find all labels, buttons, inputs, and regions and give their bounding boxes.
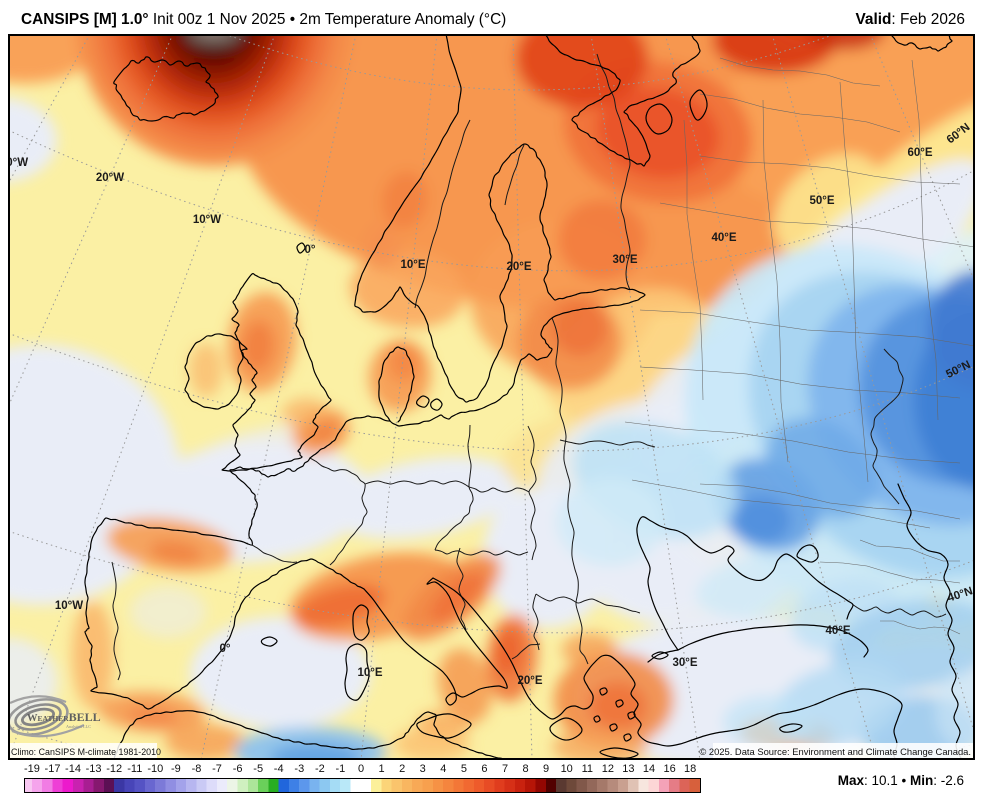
svg-text:20°W: 20°W [96, 172, 124, 184]
svg-text:WEATHERBELL: WEATHERBELL [27, 710, 101, 724]
svg-text:40°E: 40°E [711, 232, 736, 244]
svg-text:10°E: 10°E [400, 259, 425, 271]
svg-text:0°: 0° [220, 643, 231, 655]
svg-text:Climo: CanSIPS M-climate 1981-: Climo: CanSIPS M-climate 1981-2010 [11, 747, 161, 757]
svg-text:20°E: 20°E [517, 675, 542, 687]
svg-text:60°E: 60°E [907, 147, 932, 159]
svg-text:30°E: 30°E [672, 657, 697, 669]
svg-text:10°W: 10°W [55, 600, 83, 612]
svg-text:30°E: 30°E [612, 254, 637, 266]
svg-text:40°E: 40°E [825, 625, 850, 637]
svg-text:Analytics LLC: Analytics LLC [66, 724, 91, 729]
svg-text:© 2025. Data Source: Environme: © 2025. Data Source: Environment and Cli… [699, 746, 971, 757]
svg-text:0°: 0° [305, 244, 316, 256]
svg-text:10°E: 10°E [357, 667, 382, 679]
svg-text:50°E: 50°E [809, 195, 834, 207]
svg-text:20°E: 20°E [506, 261, 531, 273]
svg-text:30°W: 30°W [8, 157, 28, 169]
svg-text:10°W: 10°W [193, 214, 221, 226]
